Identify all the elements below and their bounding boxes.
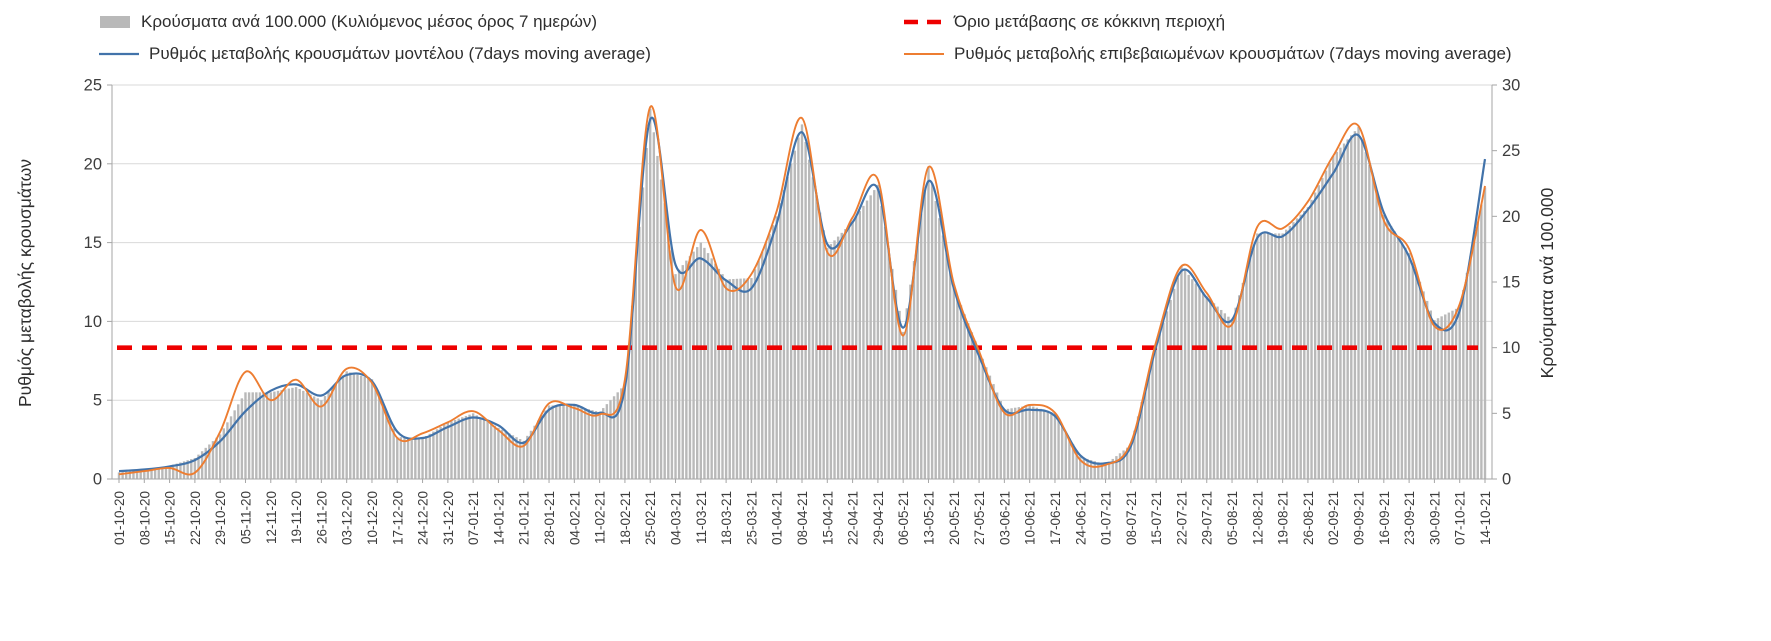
svg-text:27-05-21: 27-05-21 <box>972 491 987 545</box>
svg-text:17-12-20: 17-12-20 <box>390 491 405 545</box>
bars-cases-per-100k <box>117 108 1487 480</box>
y-axis-labels-right: 0 5 10 15 20 25 30 <box>1502 77 1520 489</box>
svg-text:25: 25 <box>1502 142 1520 160</box>
svg-text:15: 15 <box>1502 274 1520 292</box>
svg-text:02-09-21: 02-09-21 <box>1326 491 1341 545</box>
svg-text:20: 20 <box>84 155 102 173</box>
svg-text:01-04-21: 01-04-21 <box>770 491 785 545</box>
svg-text:22-07-21: 22-07-21 <box>1174 491 1189 545</box>
blue-line-swatch-icon <box>99 52 139 55</box>
svg-text:03-06-21: 03-06-21 <box>997 491 1012 545</box>
svg-text:10-12-20: 10-12-20 <box>365 491 380 545</box>
svg-text:25: 25 <box>84 77 102 95</box>
confirmed-rate-line <box>118 105 1486 476</box>
svg-text:29-07-21: 29-07-21 <box>1200 491 1215 545</box>
svg-text:24-12-20: 24-12-20 <box>416 491 431 545</box>
svg-text:22-10-20: 22-10-20 <box>188 491 203 545</box>
svg-text:18-03-21: 18-03-21 <box>719 491 734 545</box>
svg-text:5: 5 <box>1502 405 1511 423</box>
svg-text:04-02-21: 04-02-21 <box>567 491 582 545</box>
svg-text:28-01-21: 28-01-21 <box>542 491 557 545</box>
legend-label-confirmed-rate: Ρυθμός μεταβολής επιβεβαιωμένων κρουσμάτ… <box>954 43 1512 63</box>
svg-text:21-01-21: 21-01-21 <box>517 491 532 545</box>
x-axis-labels: 01-10-20 08-10-20 15-10-20 22-10-20 29-10-20… <box>112 491 1493 545</box>
svg-text:29-04-21: 29-04-21 <box>871 491 886 545</box>
svg-text:05-11-20: 05-11-20 <box>238 491 253 544</box>
svg-text:07-01-21: 07-01-21 <box>466 491 481 545</box>
svg-text:07-10-21: 07-10-21 <box>1453 491 1468 545</box>
gray-bar-swatch-icon <box>100 15 130 28</box>
svg-text:05-08-21: 05-08-21 <box>1225 491 1240 545</box>
legend-item-cases-per-100k: Κρούσματα ανά 100.000 (Κυλιόμενος μέσος … <box>98 8 903 35</box>
svg-text:25-02-21: 25-02-21 <box>643 491 658 545</box>
orange-line-swatch-icon <box>904 52 944 55</box>
svg-text:14-01-21: 14-01-21 <box>491 491 506 545</box>
svg-text:19-08-21: 19-08-21 <box>1276 491 1291 545</box>
svg-text:15-07-21: 15-07-21 <box>1149 491 1164 545</box>
svg-text:13-05-21: 13-05-21 <box>921 491 936 545</box>
svg-text:30: 30 <box>1502 77 1520 95</box>
svg-text:03-12-20: 03-12-20 <box>340 491 355 545</box>
svg-text:14-10-21: 14-10-21 <box>1478 491 1493 545</box>
y-axis-labels-left: 0 5 10 15 20 25 <box>84 77 102 489</box>
svg-text:12-11-20: 12-11-20 <box>264 491 279 544</box>
chart-legend: Κρούσματα ανά 100.000 (Κυλιόμενος μέσος … <box>98 8 1512 67</box>
svg-text:08-04-21: 08-04-21 <box>795 491 810 545</box>
svg-text:5: 5 <box>93 392 102 410</box>
svg-text:06-05-21: 06-05-21 <box>896 491 911 545</box>
svg-text:26-08-21: 26-08-21 <box>1301 491 1316 545</box>
svg-text:25-03-21: 25-03-21 <box>744 491 759 545</box>
legend-label-red-threshold: Όριο μετάβασης σε κόκκινη περιοχή <box>954 11 1226 31</box>
tick-marks <box>107 84 1497 483</box>
svg-text:0: 0 <box>93 471 102 489</box>
svg-text:11-03-21: 11-03-21 <box>694 491 709 544</box>
svg-text:26-11-20: 26-11-20 <box>314 491 329 544</box>
svg-text:04-03-21: 04-03-21 <box>669 491 684 545</box>
svg-text:10: 10 <box>84 313 102 331</box>
svg-text:09-09-21: 09-09-21 <box>1352 491 1367 545</box>
svg-text:31-12-20: 31-12-20 <box>441 491 456 545</box>
svg-text:0: 0 <box>1502 471 1511 489</box>
legend-item-model-rate: Ρυθμός μεταβολής κρουσμάτων μοντέλου (7d… <box>98 40 903 67</box>
svg-text:19-11-20: 19-11-20 <box>289 491 304 544</box>
svg-text:18-02-21: 18-02-21 <box>618 491 633 545</box>
svg-text:20-05-21: 20-05-21 <box>947 491 962 545</box>
legend-item-confirmed-rate: Ρυθμός μεταβολής επιβεβαιωμένων κρουσμάτ… <box>903 40 1512 67</box>
red-dashed-line-swatch-icon <box>904 19 944 24</box>
svg-text:10: 10 <box>1502 339 1520 357</box>
svg-text:01-07-21: 01-07-21 <box>1099 491 1114 545</box>
svg-text:23-09-21: 23-09-21 <box>1402 491 1417 545</box>
svg-text:08-10-20: 08-10-20 <box>137 491 152 545</box>
svg-text:01-10-20: 01-10-20 <box>112 491 127 545</box>
legend-item-red-threshold: Όριο μετάβασης σε κόκκινη περιοχή <box>903 8 1512 35</box>
svg-text:22-04-21: 22-04-21 <box>846 491 861 545</box>
svg-text:11-02-21: 11-02-21 <box>593 491 608 544</box>
legend-label-model-rate: Ρυθμός μεταβολής κρουσμάτων μοντέλου (7d… <box>149 43 651 63</box>
svg-text:12-08-21: 12-08-21 <box>1250 491 1265 545</box>
svg-text:29-10-20: 29-10-20 <box>213 491 228 545</box>
legend-label-cases-per-100k: Κρούσματα ανά 100.000 (Κυλιόμενος μέσος … <box>141 11 598 31</box>
gray-bar-swatch-rect <box>100 15 130 28</box>
svg-text:15-04-21: 15-04-21 <box>820 491 835 545</box>
svg-text:08-07-21: 08-07-21 <box>1124 491 1139 545</box>
svg-text:15-10-20: 15-10-20 <box>163 491 178 545</box>
svg-text:16-09-21: 16-09-21 <box>1377 491 1392 545</box>
svg-text:15: 15 <box>84 234 102 252</box>
svg-text:10-06-21: 10-06-21 <box>1023 491 1038 545</box>
svg-text:24-06-21: 24-06-21 <box>1073 491 1088 545</box>
svg-text:30-09-21: 30-09-21 <box>1427 491 1442 545</box>
svg-text:17-06-21: 17-06-21 <box>1048 491 1063 545</box>
svg-text:20: 20 <box>1502 208 1520 226</box>
